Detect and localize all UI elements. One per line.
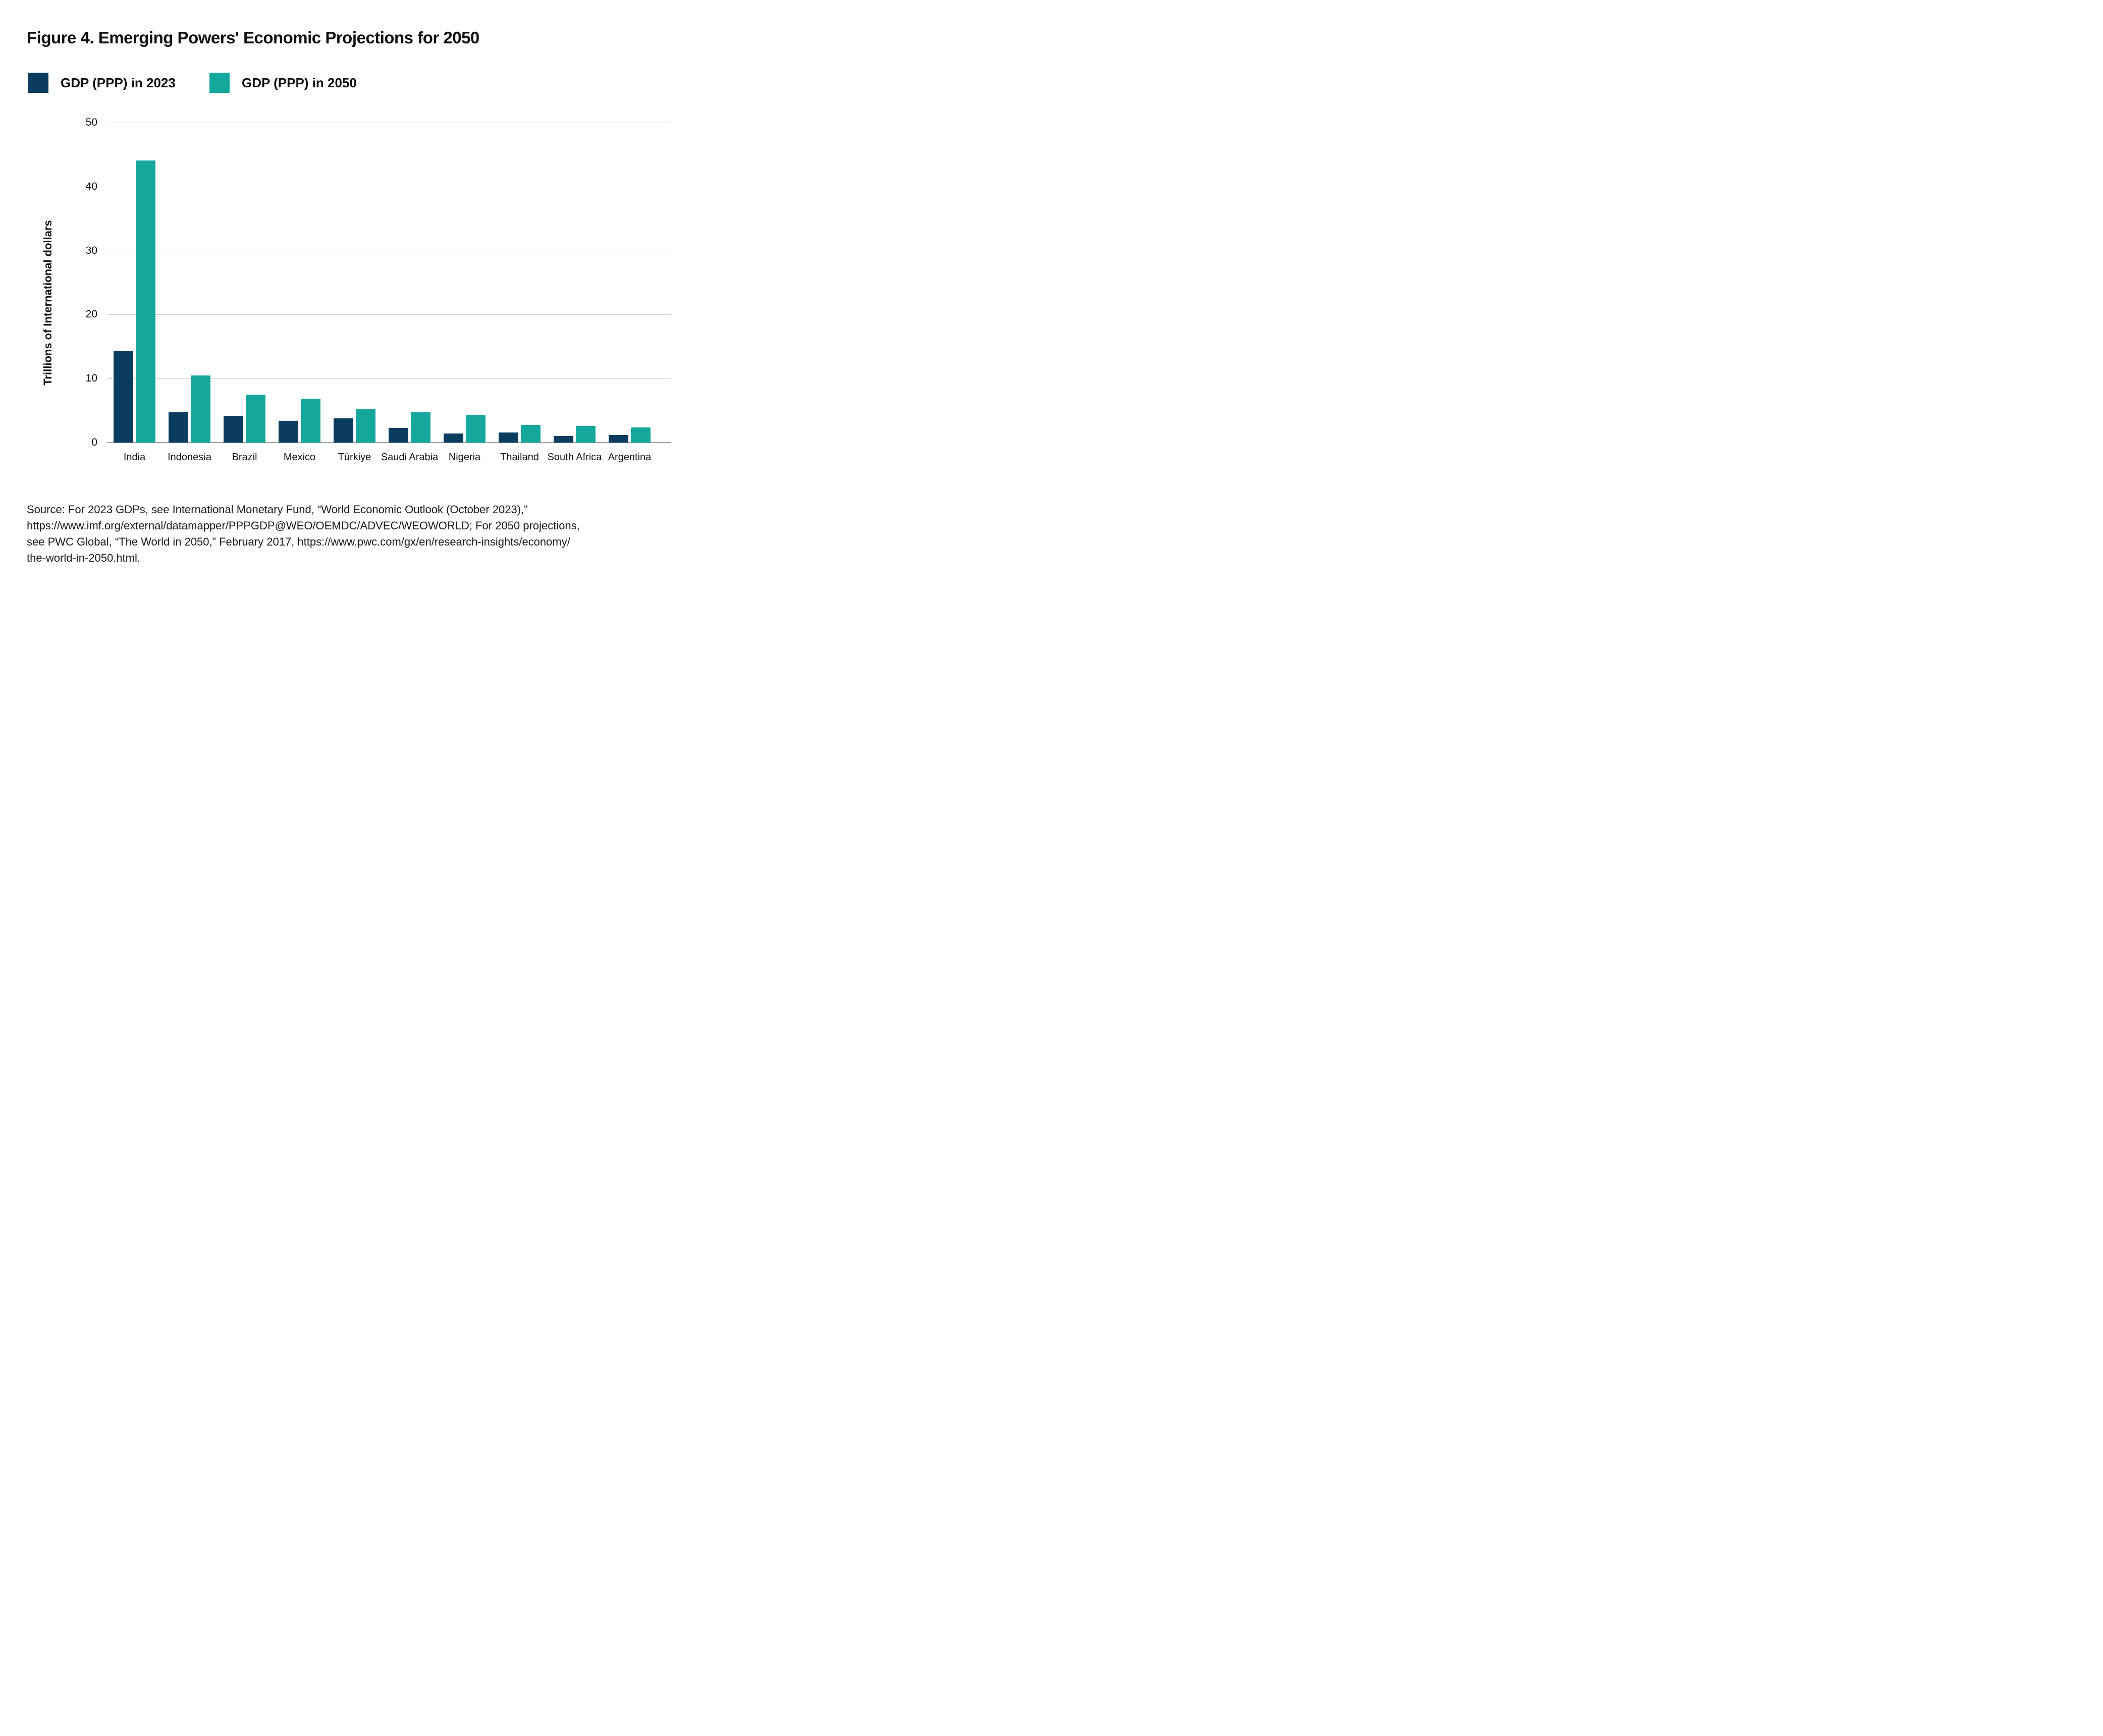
bar-2023-south-africa <box>554 436 573 443</box>
source-line-4: the-world-in-2050.html. <box>27 552 140 564</box>
bar-2023-argentina <box>609 435 628 443</box>
bar-2023-indonesia <box>169 412 188 443</box>
page-title: Figure 4. Emerging Powers' Economic Proj… <box>27 28 479 47</box>
y-tick-label: 10 <box>85 372 97 385</box>
x-axis-label-brazil: Brazil <box>232 452 257 463</box>
x-axis-label-türkiye: Türkiye <box>338 452 371 463</box>
x-axis-baseline <box>107 442 671 443</box>
bar-2050-india <box>136 160 155 443</box>
bar-2023-brazil <box>224 415 243 443</box>
figure-page: Figure 4. Emerging Powers' Economic Proj… <box>0 0 701 579</box>
x-axis-label-mexico: Mexico <box>283 452 316 463</box>
bar-2023-nigeria <box>444 433 463 443</box>
bar-2023-mexico <box>279 420 298 443</box>
bar-2050-mexico <box>301 398 320 443</box>
bar-2050-nigeria <box>466 415 486 443</box>
bar-2023-india <box>114 351 133 443</box>
bar-2050-south-africa <box>576 426 596 443</box>
bar-2050-argentina <box>631 427 651 443</box>
source-line-1: Source: For 2023 GDPs, see International… <box>27 503 528 516</box>
gridline <box>107 378 671 379</box>
x-axis-label-thailand: Thailand <box>500 452 539 463</box>
source-line-2: https://www.imf.org/external/datamapper/… <box>27 519 580 532</box>
bar-2023-thailand <box>499 432 518 443</box>
legend-label-2050: GDP (PPP) in 2050 <box>242 75 357 90</box>
legend-label-2023: GDP (PPP) in 2023 <box>61 75 176 90</box>
x-axis-label-nigeria: Nigeria <box>448 452 481 463</box>
bar-2050-brazil <box>246 394 265 443</box>
y-tick-label: 50 <box>85 117 97 128</box>
x-axis-label-argentina: Argentina <box>608 452 652 463</box>
source-note: Source: For 2023 GDPs, see International… <box>27 502 658 566</box>
legend-swatch-2023-icon <box>28 73 48 93</box>
legend-item-2050: GDP (PPP) in 2050 <box>209 73 357 93</box>
bar-2050-thailand <box>521 424 541 443</box>
x-axis-label-indonesia: Indonesia <box>168 452 211 463</box>
y-tick-label: 20 <box>85 308 97 320</box>
y-axis-tick-labels: 50 40 30 20 10 0 <box>50 117 97 448</box>
bar-2023-saudi-arabia <box>389 427 408 443</box>
bar-2050-türkiye <box>356 409 375 443</box>
plot-area <box>107 123 671 443</box>
bar-2023-türkiye <box>334 418 353 443</box>
x-axis-label-south-africa: South Africa <box>547 452 602 463</box>
x-axis-label-india: India <box>123 452 146 463</box>
y-tick-label: 30 <box>85 244 97 256</box>
x-axis-label-saudi-arabia: Saudi Arabia <box>381 452 439 463</box>
y-tick-label: 0 <box>91 437 97 448</box>
legend-swatch-2050-icon <box>209 73 230 93</box>
source-line-3: see PWC Global, “The World in 2050,” Feb… <box>27 535 570 548</box>
x-axis-labels: India Indonesia Brazil Mexico Türkiye Saudi A… <box>107 452 671 469</box>
bar-2050-saudi-arabia <box>411 412 430 443</box>
legend-item-2023: GDP (PPP) in 2023 <box>28 73 176 93</box>
bar-2050-indonesia <box>191 375 210 443</box>
y-tick-label: 40 <box>85 180 97 192</box>
gridline <box>107 314 671 315</box>
